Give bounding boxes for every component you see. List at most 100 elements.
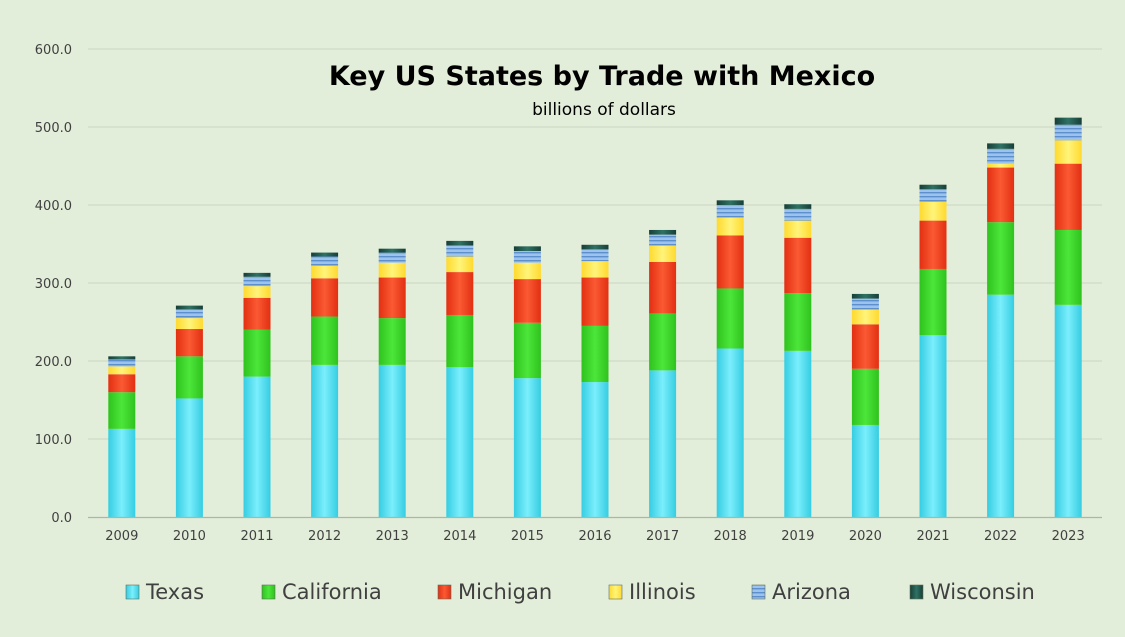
bar-stack-2020 — [851, 293, 879, 517]
legend-item-wisconsin: Wisconsin — [909, 580, 1035, 604]
bar-arizona-2022 — [987, 148, 1015, 164]
bar-wisconsin-2023 — [1054, 117, 1082, 125]
bar-michigan-2009 — [108, 374, 136, 393]
legend-item-california: California — [261, 580, 382, 604]
bar-california-2016 — [581, 325, 609, 383]
bar-stack-2017 — [649, 229, 677, 517]
bar-texas-2009 — [108, 428, 136, 517]
bar-california-2009 — [108, 392, 136, 429]
bar-michigan-2021 — [919, 220, 947, 269]
bar-california-2023 — [1054, 229, 1082, 305]
bar-wisconsin-2009 — [108, 356, 136, 360]
legend-item-illinois: Illinois — [608, 580, 696, 604]
x-tick-label: 2016 — [578, 529, 611, 544]
legend-label: Texas — [145, 580, 204, 604]
bar-michigan-2011 — [243, 297, 271, 330]
y-axis-ticks: 0.0 100.0 200.0 300.0 400.0 500.0 600.0 — [35, 43, 72, 526]
bar-wisconsin-2020 — [851, 293, 879, 299]
bar-stack-2009 — [108, 356, 136, 517]
bar-wisconsin-2022 — [987, 143, 1015, 149]
chart-title: Key US States by Trade with Mexico — [329, 61, 875, 92]
bar-illinois-2012 — [311, 265, 339, 279]
bar-arizona-2020 — [851, 298, 879, 310]
chart-subtitle: billions of dollars — [532, 100, 676, 120]
bar-stack-2018 — [716, 200, 744, 517]
bar-michigan-2014 — [446, 272, 474, 315]
bar-california-2010 — [175, 356, 203, 399]
legend-swatch — [125, 584, 140, 600]
bar-illinois-2020 — [851, 309, 879, 325]
y-tick-label: 500.0 — [35, 121, 72, 136]
bar-arizona-2009 — [108, 359, 136, 367]
bar-california-2018 — [716, 288, 744, 349]
y-tick-label: 600.0 — [35, 43, 72, 58]
bar-california-2021 — [919, 268, 947, 336]
bar-illinois-2015 — [513, 262, 541, 280]
legend-label: Illinois — [629, 580, 696, 604]
bar-texas-2023 — [1054, 304, 1082, 517]
x-tick-label: 2013 — [376, 529, 409, 544]
bar-wisconsin-2010 — [175, 305, 203, 310]
bar-arizona-2018 — [716, 205, 744, 218]
bar-california-2013 — [378, 318, 406, 365]
bar-arizona-2010 — [175, 309, 203, 319]
bar-texas-2019 — [784, 350, 812, 517]
legend-item-arizona: Arizona — [751, 580, 851, 604]
bar-wisconsin-2018 — [716, 200, 744, 205]
bar-wisconsin-2021 — [919, 184, 947, 190]
bar-texas-2022 — [987, 294, 1015, 517]
bars — [108, 117, 1082, 517]
bar-arizona-2015 — [513, 251, 541, 263]
bar-stack-2014 — [446, 240, 474, 517]
bar-arizona-2014 — [446, 245, 474, 257]
legend-label: Michigan — [458, 580, 552, 604]
bar-stack-2012 — [311, 252, 339, 517]
x-tick-label: 2022 — [984, 529, 1017, 544]
x-axis-ticks: 2009 2010 2011 2012 2013 2014 2015 2016 2017 2018… — [105, 529, 1084, 544]
bar-illinois-2016 — [581, 261, 609, 278]
bar-california-2022 — [987, 222, 1015, 295]
bar-stack-2022 — [987, 143, 1015, 517]
bar-arizona-2012 — [311, 256, 339, 266]
bar-stack-2013 — [378, 248, 406, 517]
bar-arizona-2011 — [243, 276, 271, 287]
legend-swatch — [751, 584, 766, 600]
y-tick-label: 200.0 — [35, 355, 72, 370]
bar-illinois-2022 — [987, 163, 1015, 168]
x-tick-label: 2011 — [240, 529, 273, 544]
bar-illinois-2014 — [446, 256, 474, 273]
bar-california-2017 — [649, 313, 677, 371]
bar-illinois-2019 — [784, 220, 812, 238]
x-tick-label: 2015 — [511, 529, 544, 544]
bar-stack-2015 — [513, 246, 541, 517]
bar-california-2019 — [784, 293, 812, 351]
bar-california-2012 — [311, 316, 339, 365]
bar-texas-2018 — [716, 348, 744, 517]
bar-michigan-2018 — [716, 235, 744, 289]
bar-michigan-2017 — [649, 261, 677, 314]
bar-stack-2019 — [784, 204, 812, 517]
bar-wisconsin-2014 — [446, 240, 474, 246]
legend-swatch — [909, 584, 924, 600]
legend-item-texas: Texas — [125, 580, 204, 604]
bar-california-2015 — [513, 322, 541, 379]
bar-arizona-2016 — [581, 249, 609, 262]
bar-wisconsin-2015 — [513, 246, 541, 252]
y-tick-label: 400.0 — [35, 199, 72, 214]
bar-stack-2016 — [581, 244, 609, 517]
x-tick-label: 2010 — [173, 529, 206, 544]
bar-wisconsin-2011 — [243, 272, 271, 277]
bar-texas-2017 — [649, 370, 677, 517]
bar-texas-2013 — [378, 364, 406, 517]
x-tick-label: 2023 — [1052, 529, 1085, 544]
bar-michigan-2023 — [1054, 163, 1082, 230]
bar-illinois-2011 — [243, 286, 271, 298]
bar-arizona-2021 — [919, 189, 947, 202]
x-tick-label: 2020 — [849, 529, 882, 544]
legend-label: California — [282, 580, 382, 604]
x-tick-label: 2012 — [308, 529, 341, 544]
bar-illinois-2023 — [1054, 140, 1082, 164]
bar-texas-2010 — [175, 398, 203, 517]
